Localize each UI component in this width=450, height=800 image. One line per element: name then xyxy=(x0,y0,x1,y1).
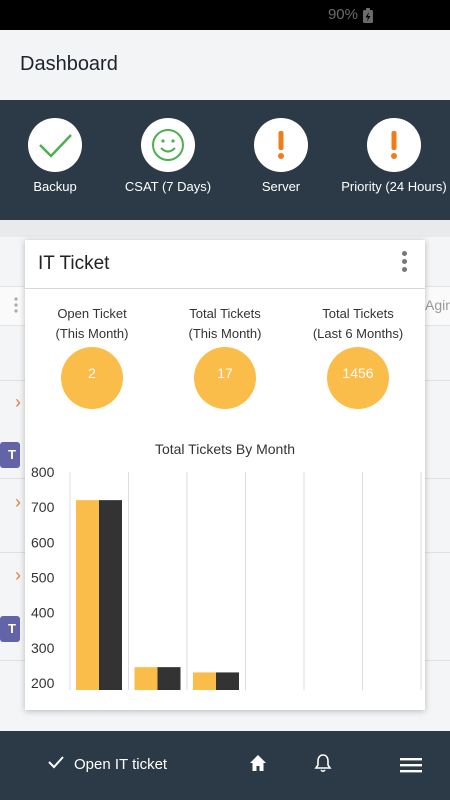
open-ticket-button[interactable]: Open IT ticket xyxy=(48,755,167,773)
teams-icon: T xyxy=(0,442,20,468)
status-strip: Backup CSAT (7 Days) Server xyxy=(0,100,450,220)
check-icon xyxy=(39,134,72,158)
bell-icon[interactable] xyxy=(314,753,332,773)
status-label: Priority (24 Hours) xyxy=(341,179,447,194)
status-circle xyxy=(254,118,308,172)
background-column-aging: Agin xyxy=(425,297,450,313)
chart-y-tick-label: 200 xyxy=(31,675,55,690)
smiley-icon xyxy=(152,129,184,161)
chart-y-tick-label: 600 xyxy=(31,534,55,550)
menu-icon[interactable] xyxy=(400,757,422,773)
chart-bar[interactable] xyxy=(157,667,181,690)
kpi-sublabel: (This Month) xyxy=(55,326,129,341)
chart-title: Total Tickets By Month xyxy=(154,441,296,457)
battery-level: 90% xyxy=(327,6,358,23)
bottom-bar: Open IT ticket xyxy=(0,731,450,800)
kpi-open-ticket[interactable]: Open Ticket (This Month) 2 xyxy=(25,304,159,409)
status-server[interactable]: Server xyxy=(224,118,338,194)
status-bar: 90% xyxy=(0,0,450,30)
kpi-label: Total Tickets xyxy=(189,306,261,321)
chart-bar[interactable] xyxy=(134,667,158,690)
chevron-right-icon[interactable]: › xyxy=(15,565,21,585)
status-priority[interactable]: Priority (24 Hours) xyxy=(337,118,450,194)
kpi-total-tickets-6-months[interactable]: Total Tickets (Last 6 Months) 1456 xyxy=(291,304,425,409)
status-circle xyxy=(28,118,82,172)
bar-chart: 800 700 600 500 400 300 200 xyxy=(31,464,422,690)
chart-y-tick-label: 300 xyxy=(31,640,55,656)
more-vertical-icon[interactable] xyxy=(401,251,407,275)
status-backup[interactable]: Backup xyxy=(0,118,112,194)
chart-y-tick-label: 800 xyxy=(31,464,55,480)
page-title: Dashboard xyxy=(20,53,118,75)
teams-icon: T xyxy=(0,616,20,642)
chart-bar[interactable] xyxy=(99,500,122,690)
chart-y-tick-label: 700 xyxy=(31,499,55,515)
it-ticket-card: IT Ticket Open Ticket (This Month) 2 Tot… xyxy=(25,240,425,710)
chart-bar[interactable] xyxy=(193,672,216,690)
open-ticket-label: Open IT ticket xyxy=(74,756,168,773)
kpi-value: 2 xyxy=(61,347,123,409)
chevron-right-icon[interactable]: › xyxy=(15,492,21,512)
kpi-value: 17 xyxy=(194,347,256,409)
kpi-value: 1456 xyxy=(327,347,389,409)
home-icon[interactable] xyxy=(248,753,268,773)
chart-y-tick-label: 500 xyxy=(31,569,55,585)
kpi-label: Open Ticket xyxy=(57,306,127,321)
status-label: Server xyxy=(261,179,301,194)
status-label: CSAT (7 Days) xyxy=(124,179,212,194)
exclamation-icon xyxy=(391,131,397,159)
status-circle xyxy=(367,118,421,172)
chevron-right-icon[interactable]: › xyxy=(15,392,21,412)
exclamation-icon xyxy=(278,131,284,159)
kpi-sublabel: (This Month) xyxy=(188,326,262,341)
chart-y-tick-label: 400 xyxy=(31,605,55,621)
status-label: Backup xyxy=(33,179,77,194)
status-csat[interactable]: CSAT (7 Days) xyxy=(111,118,225,194)
card-title: IT Ticket xyxy=(38,253,110,274)
kpi-label: Total Tickets xyxy=(322,306,394,321)
chart-bar[interactable] xyxy=(216,672,239,690)
kpi-total-tickets-month[interactable]: Total Tickets (This Month) 17 xyxy=(158,304,292,409)
chart-bar[interactable] xyxy=(76,500,99,690)
check-icon xyxy=(48,756,64,769)
status-circle xyxy=(141,118,195,172)
app-header: Dashboard xyxy=(0,30,450,100)
card-header: IT Ticket xyxy=(25,240,425,289)
kpi-sublabel: (Last 6 Months) xyxy=(312,326,404,341)
battery-charging-icon xyxy=(363,8,373,23)
background-more-icon xyxy=(14,297,18,313)
